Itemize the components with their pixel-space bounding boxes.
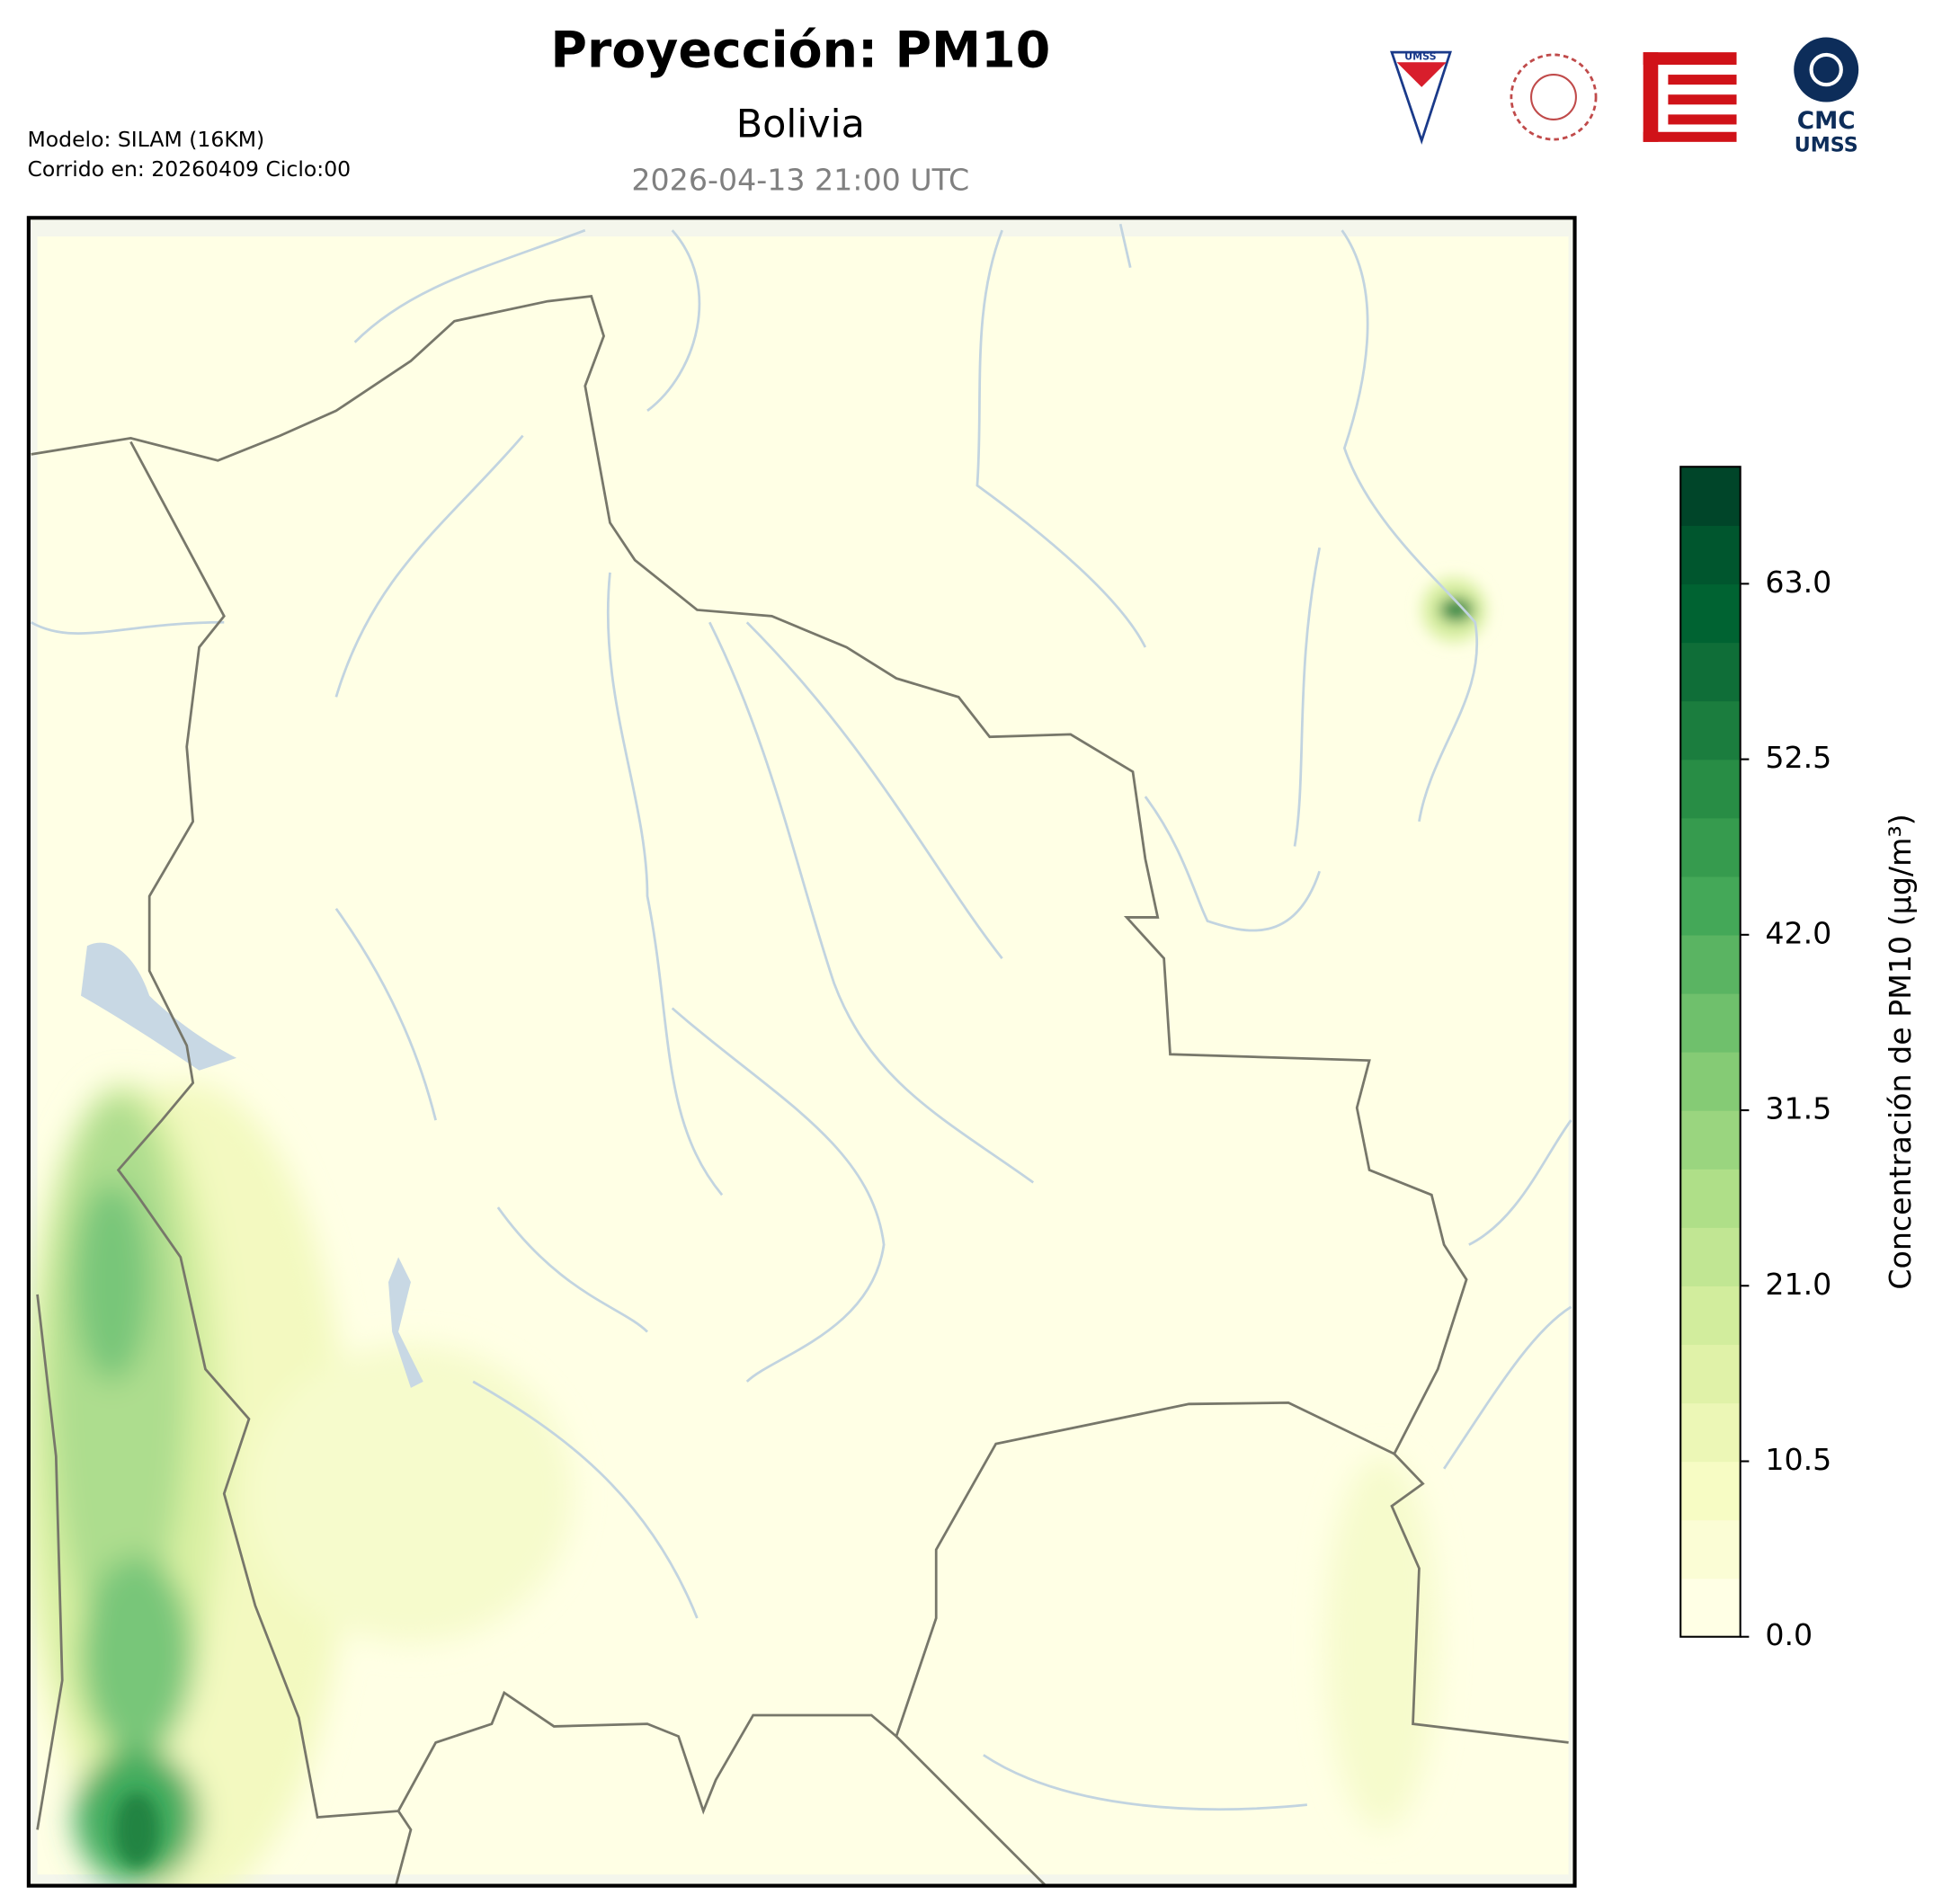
title: Proyección: PM10 bbox=[550, 22, 1050, 80]
colorbar-band bbox=[1680, 1051, 1741, 1111]
colorbar-band bbox=[1680, 583, 1741, 644]
colorbar-label: Concentración de PM10 (µg/m³) bbox=[1883, 814, 1918, 1289]
colorbar-band bbox=[1680, 759, 1741, 819]
run: Corrido en: 20260409 Ciclo:00 bbox=[27, 156, 351, 182]
colorbar-band bbox=[1680, 1169, 1741, 1228]
colorbar-band bbox=[1680, 1461, 1741, 1521]
datetime: 2026-04-13 21:00 UTC bbox=[631, 163, 969, 198]
logos: UMSS CMC UMSS bbox=[1390, 37, 1859, 156]
colorbar-band bbox=[1680, 1344, 1741, 1404]
map bbox=[28, 218, 1575, 1886]
colorbar-band bbox=[1680, 467, 1741, 526]
colorbar-band bbox=[1680, 817, 1741, 877]
tick-label: 52.5 bbox=[1765, 740, 1831, 775]
colorbar-band bbox=[1680, 525, 1741, 585]
colorbar-band bbox=[1680, 1402, 1741, 1463]
logo-text: UMSS bbox=[1795, 133, 1858, 156]
logo-text: UMSS bbox=[1404, 51, 1436, 63]
tick-label: 10.5 bbox=[1765, 1442, 1831, 1477]
colorbar: 0.0 10.5 21.0 31.5 42.0 52.5 63.0 bbox=[1679, 466, 1831, 1652]
colorbar-band bbox=[1680, 642, 1741, 702]
tick-label: 0.0 bbox=[1765, 1617, 1813, 1652]
map-frame bbox=[26, 216, 1577, 1888]
colorbar-band bbox=[1680, 1286, 1741, 1346]
logo-text: CMC bbox=[1797, 108, 1856, 135]
tick-label: 42.0 bbox=[1765, 915, 1831, 950]
model: Modelo: SILAM (16KM) bbox=[27, 127, 264, 152]
colorbar-band bbox=[1680, 1578, 1741, 1638]
colorbar-band bbox=[1680, 876, 1741, 936]
colorbar-band bbox=[1680, 934, 1741, 994]
colorbar-frame bbox=[1679, 466, 1742, 1638]
tick-label: 21.0 bbox=[1765, 1267, 1831, 1302]
colorbar-band bbox=[1680, 992, 1741, 1053]
colorbar-band bbox=[1680, 1519, 1741, 1579]
colorbar-band bbox=[1680, 700, 1741, 761]
colorbar-band bbox=[1680, 1227, 1741, 1286]
colorbar-band bbox=[1680, 1110, 1741, 1170]
tick-label: 31.5 bbox=[1765, 1091, 1831, 1126]
subtitle: Bolivia bbox=[736, 102, 865, 147]
tick-label: 63.0 bbox=[1765, 565, 1831, 600]
